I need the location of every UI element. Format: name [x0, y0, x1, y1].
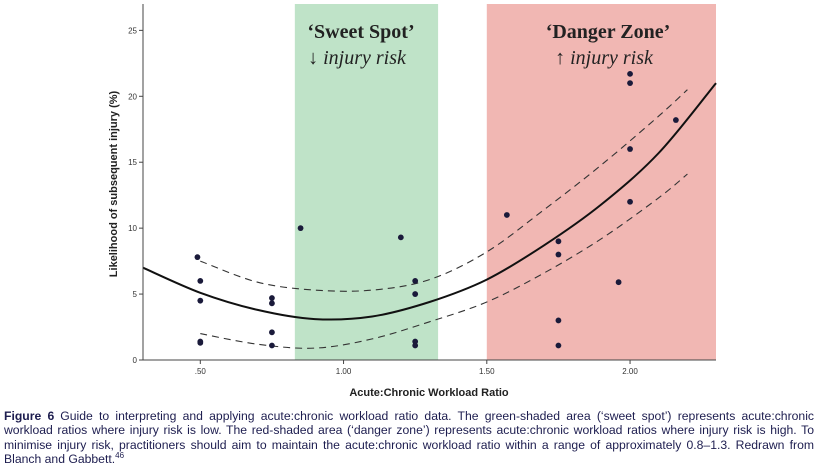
y-tick-label-5: 5	[133, 290, 138, 299]
data-point-17	[555, 251, 562, 258]
y-tick-label-25: 25	[128, 26, 137, 35]
caption-text: Guide to interpreting and applying acute…	[4, 409, 815, 466]
data-point-21	[627, 70, 633, 77]
data-point-11	[412, 277, 419, 284]
x-tick-label-2: 1.50	[479, 367, 495, 376]
y-tick-label-0: 0	[133, 356, 138, 365]
data-point-22	[627, 80, 633, 87]
data-point-5	[269, 295, 275, 301]
data-point-2	[197, 297, 204, 304]
points-layer	[194, 70, 679, 349]
data-point-23	[627, 146, 633, 152]
curves-layer	[142, 82, 717, 349]
fit-curve-line	[142, 82, 717, 321]
data-point-18	[555, 317, 562, 324]
data-point-8	[269, 342, 275, 349]
danger-zone-subtitle: ↑ injury risk	[555, 47, 654, 69]
data-point-0	[194, 254, 201, 261]
caption-reference: 46	[115, 450, 125, 460]
data-point-12	[412, 291, 419, 297]
y-tick-label-10: 10	[128, 224, 137, 233]
data-point-14	[412, 342, 419, 349]
data-point-15	[503, 212, 510, 218]
data-point-16	[555, 238, 562, 245]
data-point-7	[269, 329, 275, 336]
ci-upper-line	[200, 89, 688, 292]
data-point-19	[555, 342, 562, 349]
sweet-spot-subtitle: ↓ injury risk	[308, 47, 407, 69]
y-tick-label-20: 20	[128, 92, 137, 101]
figure-caption: Figure 6 Guide to interpreting and applyi…	[4, 409, 814, 466]
x-axis-title: Acute:Chronic Workload Ratio	[349, 387, 509, 399]
danger-zone-title: ‘Danger Zone’	[546, 21, 671, 43]
data-point-1	[197, 277, 204, 284]
data-point-24	[627, 198, 633, 205]
axes-layer: 0 5 10 15 20 25 .50 1.00 1.50 2.00	[128, 4, 716, 376]
x-tick-label-1: 1.00	[336, 367, 352, 376]
workload-injury-chart: ‘Sweet Spot’ ↓ injury risk ‘Danger Zone’…	[108, 4, 717, 399]
sweet-spot-title: ‘Sweet Spot’	[307, 21, 414, 43]
x-tick-label-0: .50	[195, 367, 207, 376]
x-tick-label-3: 2.00	[622, 367, 638, 376]
y-tick-label-15: 15	[128, 158, 137, 167]
data-point-6	[269, 300, 275, 307]
data-point-4	[197, 339, 204, 346]
data-point-20	[615, 279, 622, 286]
data-point-10	[397, 234, 404, 241]
sweet-spot-band	[294, 4, 439, 360]
ci-lower-line	[200, 173, 688, 349]
data-point-9	[297, 225, 304, 232]
figure-label: Figure 6	[4, 409, 55, 423]
y-axis-title: Likelihood of subsequent injury (%)	[108, 90, 120, 277]
data-point-25	[672, 117, 679, 123]
